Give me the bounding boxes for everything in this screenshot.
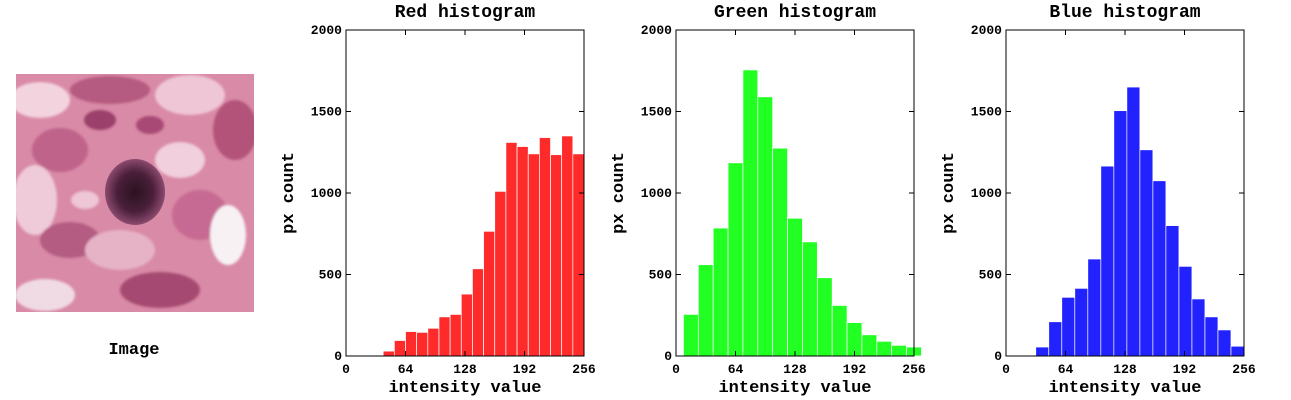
red-y-tick-label: 0 — [334, 349, 342, 364]
green-bar — [697, 264, 714, 357]
red-bar — [393, 340, 406, 357]
blue-bar — [1230, 345, 1245, 357]
red-bar — [460, 293, 473, 357]
red-chart-title: Red histogram — [395, 3, 536, 23]
green-bar — [757, 96, 774, 357]
green-y-tick-label: 500 — [649, 268, 673, 283]
blue-x-tick-label: 128 — [1113, 362, 1137, 377]
blue-x-axis-label: intensity value — [1048, 379, 1201, 398]
green-bar — [861, 334, 878, 357]
red-x-tick-label: 192 — [513, 362, 537, 377]
blue-y-axis-label: px count — [940, 152, 959, 234]
red-bar — [505, 142, 518, 357]
blue-bar — [1100, 165, 1115, 357]
green-chart-title: Green histogram — [714, 3, 876, 23]
red-bar — [438, 316, 451, 357]
red-bar — [483, 230, 496, 357]
red-x-axis-label: intensity value — [388, 379, 541, 398]
red-bar — [416, 332, 429, 357]
red-y-tick-label: 1000 — [311, 186, 342, 201]
blue-bar — [1048, 321, 1063, 357]
blue-bar — [1165, 225, 1180, 357]
green-bar — [891, 345, 907, 357]
green-bar — [876, 340, 893, 357]
red-bar — [561, 135, 574, 357]
blue-bar — [1087, 258, 1102, 357]
blue-x-tick-label: 256 — [1232, 362, 1256, 377]
blue-x-tick-label: 0 — [1002, 362, 1010, 377]
blue-y-tick-label: 500 — [979, 268, 1003, 283]
red-bar — [572, 153, 585, 357]
blue-x-tick-label: 64 — [1058, 362, 1074, 377]
blue-x-tick-label: 192 — [1173, 362, 1197, 377]
red-x-tick-label: 128 — [453, 362, 477, 377]
green-bar — [846, 322, 863, 357]
green-y-tick-label: 1500 — [641, 105, 672, 120]
red-y-axis-label: px count — [280, 152, 299, 234]
red-y-tick-label: 1500 — [311, 105, 342, 120]
red-histogram-panel: 0 64 128 192 256 0 500 1000 1500 2000 Red histogra… — [280, 3, 596, 398]
red-x-tick-label: 256 — [572, 362, 596, 377]
green-x-axis-label: intensity value — [718, 379, 871, 398]
green-y-tick-label: 1000 — [641, 186, 672, 201]
blue-y-tick-label: 1000 — [971, 186, 1002, 201]
image-caption: Image — [108, 341, 159, 360]
red-bar — [550, 154, 563, 357]
green-bar — [816, 277, 833, 357]
green-bar — [831, 305, 848, 357]
blue-bar — [1139, 149, 1154, 357]
tissue-image — [16, 74, 254, 312]
red-bar — [449, 314, 462, 357]
blue-bar — [1113, 110, 1128, 357]
green-bar — [727, 162, 744, 357]
green-x-tick-label: 128 — [783, 362, 807, 377]
red-x-tick-label: 0 — [342, 362, 350, 377]
red-y-tick-label: 2000 — [311, 23, 342, 38]
blue-bar — [1191, 298, 1206, 357]
blue-bar — [1204, 316, 1219, 357]
red-bar — [494, 191, 507, 357]
red-bar — [427, 327, 440, 357]
blue-bar — [1126, 86, 1141, 357]
blue-bar — [1061, 296, 1076, 357]
red-bar — [472, 268, 484, 357]
blue-y-tick-label: 1500 — [971, 105, 1002, 120]
green-y-tick-label: 2000 — [641, 23, 672, 38]
red-bar — [516, 146, 529, 357]
green-bar — [712, 227, 729, 357]
cell-nucleus — [105, 159, 165, 225]
green-y-tick-label: 0 — [664, 349, 672, 364]
blue-y-tick-label: 0 — [994, 349, 1002, 364]
green-y-axis-label: px count — [610, 152, 629, 234]
blue-y-tick-label: 2000 — [971, 23, 1002, 38]
blue-histogram-panel: 0 64 128 192 256 0 500 1000 1500 2000 Blue histogr… — [940, 3, 1256, 398]
blue-bar — [1217, 329, 1232, 357]
red-bar — [405, 331, 418, 357]
green-bar — [683, 314, 699, 357]
green-bar — [787, 217, 803, 357]
red-bar — [382, 350, 395, 357]
blue-bar — [1035, 346, 1050, 357]
green-x-tick-label: 0 — [672, 362, 680, 377]
red-bar — [527, 153, 540, 357]
blue-bar — [1178, 266, 1193, 357]
green-bar — [742, 69, 759, 357]
red-x-tick-label: 64 — [398, 362, 414, 377]
green-x-tick-label: 192 — [843, 362, 867, 377]
green-histogram-panel: 0 64 128 192 256 0 500 1000 1500 2000 Green histog… — [610, 3, 926, 398]
red-bar — [539, 137, 551, 357]
red-y-tick-label: 500 — [319, 268, 343, 283]
blue-bar — [1152, 180, 1167, 357]
green-x-tick-label: 256 — [902, 362, 926, 377]
green-bar — [772, 147, 788, 357]
green-x-tick-label: 64 — [728, 362, 744, 377]
green-bar — [802, 241, 818, 357]
blue-chart-title: Blue histogram — [1049, 3, 1200, 23]
blue-bar — [1074, 288, 1089, 357]
